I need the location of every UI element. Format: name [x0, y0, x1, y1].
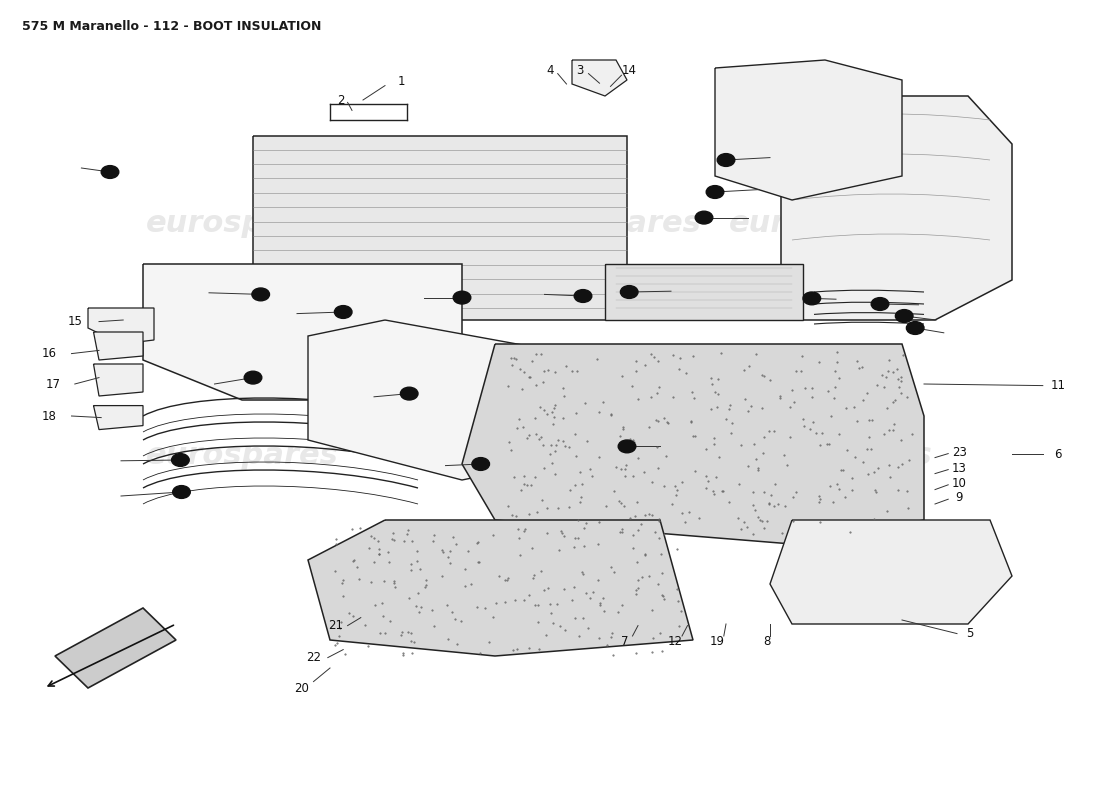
Circle shape [400, 387, 418, 400]
PathPatch shape [143, 264, 462, 400]
Text: 21: 21 [328, 619, 343, 632]
PathPatch shape [770, 520, 1012, 624]
PathPatch shape [781, 96, 1012, 320]
PathPatch shape [308, 320, 660, 480]
Text: 12: 12 [668, 635, 683, 648]
PathPatch shape [715, 60, 902, 200]
Text: 5: 5 [967, 627, 974, 640]
PathPatch shape [94, 332, 143, 360]
Text: 6: 6 [1055, 448, 1061, 461]
Circle shape [695, 211, 713, 224]
Circle shape [871, 298, 889, 310]
Text: eurospares: eurospares [508, 210, 702, 238]
Text: 19: 19 [710, 635, 725, 648]
Text: 23: 23 [952, 446, 967, 458]
Polygon shape [55, 608, 176, 688]
Circle shape [173, 486, 190, 498]
Text: 7: 7 [621, 635, 628, 648]
Text: 15: 15 [67, 315, 82, 328]
Text: 20: 20 [294, 682, 309, 694]
Text: 8: 8 [763, 635, 770, 648]
PathPatch shape [88, 308, 154, 344]
Text: 14: 14 [621, 64, 637, 77]
Text: 13: 13 [952, 462, 967, 474]
Text: 11: 11 [1050, 379, 1066, 392]
Circle shape [618, 440, 636, 453]
Circle shape [895, 310, 913, 322]
Circle shape [706, 186, 724, 198]
Text: 4: 4 [547, 64, 553, 77]
Circle shape [620, 286, 638, 298]
Text: 16: 16 [42, 347, 57, 360]
Text: eurospares: eurospares [145, 210, 339, 238]
Circle shape [574, 290, 592, 302]
Circle shape [101, 166, 119, 178]
PathPatch shape [572, 60, 627, 96]
PathPatch shape [605, 264, 803, 320]
Circle shape [453, 291, 471, 304]
Text: 10: 10 [952, 477, 967, 490]
Text: 17: 17 [45, 378, 60, 390]
Circle shape [803, 292, 821, 305]
PathPatch shape [94, 406, 143, 430]
Circle shape [172, 454, 189, 466]
Text: eurospares: eurospares [145, 442, 339, 470]
Text: 18: 18 [42, 410, 57, 422]
Circle shape [472, 458, 490, 470]
PathPatch shape [308, 520, 693, 656]
PathPatch shape [94, 364, 143, 396]
Text: eurospares: eurospares [739, 442, 933, 470]
Circle shape [334, 306, 352, 318]
PathPatch shape [462, 344, 924, 544]
Text: 9: 9 [956, 491, 962, 504]
Text: 3: 3 [576, 64, 583, 77]
Text: eurospares: eurospares [728, 210, 922, 238]
Text: 575 M Maranello - 112 - BOOT INSULATION: 575 M Maranello - 112 - BOOT INSULATION [22, 20, 321, 33]
Circle shape [717, 154, 735, 166]
PathPatch shape [253, 136, 627, 320]
Circle shape [252, 288, 270, 301]
Text: 1: 1 [398, 75, 405, 88]
Text: 22: 22 [306, 651, 321, 664]
Circle shape [906, 322, 924, 334]
Text: 2: 2 [338, 94, 344, 106]
Circle shape [244, 371, 262, 384]
Text: eurospares: eurospares [508, 442, 702, 470]
